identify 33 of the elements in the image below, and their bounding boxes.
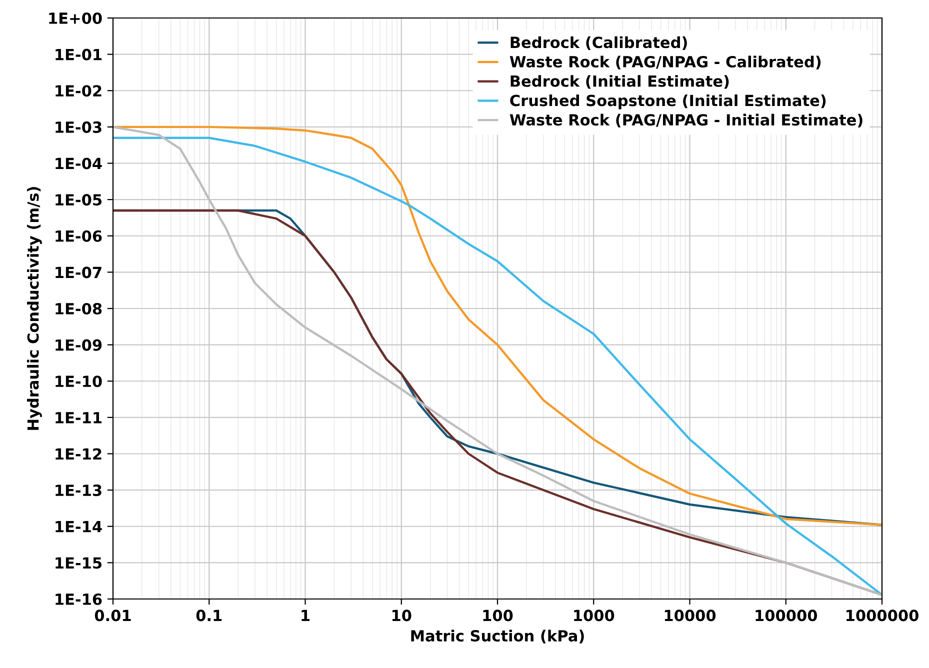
y-tick-label: 1E-12	[56, 448, 102, 460]
legend-label: Bedrock (Initial Estimate)	[510, 75, 729, 89]
y-tick-label: 1E-04	[56, 158, 102, 170]
y-tick-label: 1E-08	[56, 302, 102, 315]
x-axis-title: Matric Suction (kPa)	[411, 630, 584, 644]
y-tick-label: 1E-13	[56, 484, 102, 496]
y-tick-label: 1E-07	[56, 266, 102, 278]
legend-label: Waste Rock (PAG/NPAG - Initial Estimate)	[510, 114, 862, 128]
x-tick-label: 1000000	[846, 610, 918, 622]
y-tick-label: 1E-16	[56, 593, 102, 606]
y-axis-title: Hydraulic Conductivity (m/s)	[26, 187, 42, 430]
y-tick-label: 1E-14	[56, 521, 102, 532]
y-tick-label: 1E-09	[56, 339, 102, 351]
x-tick-label: 10	[392, 610, 412, 622]
x-tick-label: 100000	[756, 610, 818, 622]
y-tick-label: 1E-02	[56, 85, 102, 97]
x-tick-label: 1	[302, 610, 310, 622]
y-tick-label: 1E-10	[56, 376, 102, 388]
legend-label: Bedrock (Calibrated)	[510, 36, 687, 50]
x-tick-label: 0.01	[94, 610, 131, 622]
y-tick-label: 1E-06	[56, 230, 102, 242]
y-tick-label: 1E-05	[56, 194, 102, 206]
x-tick-label: 0.1	[196, 610, 222, 622]
legend-label: Waste Rock (PAG/NPAG - Calibrated)	[510, 56, 821, 70]
y-tick-label: 1E-15	[56, 557, 102, 569]
x-tick-label: 100	[483, 610, 513, 622]
y-tick-label: 1E-03	[56, 121, 102, 133]
x-tick-label: 10000	[664, 610, 716, 622]
legend-label: Crushed Soapstone (Initial Estimate)	[510, 94, 826, 110]
y-tick-label: 1E-01	[56, 48, 102, 60]
y-tick-label: 1E-11	[56, 412, 102, 424]
y-tick-label: 1E+00	[49, 12, 102, 24]
x-tick-label: 1000	[574, 610, 614, 622]
